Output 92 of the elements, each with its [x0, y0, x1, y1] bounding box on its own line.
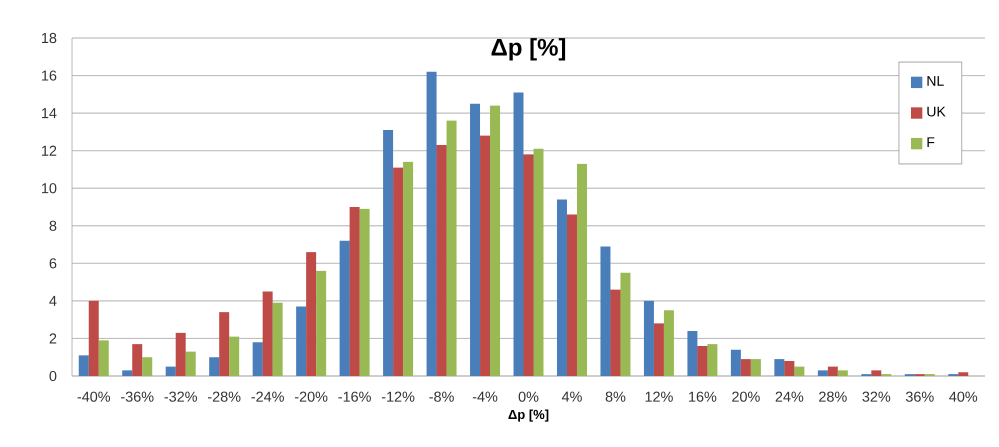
- legend-label: F: [927, 137, 934, 147]
- bar: [838, 370, 848, 376]
- x-tick-label: 28%: [819, 392, 847, 402]
- y-tick-label: 2: [50, 333, 56, 344]
- x-tick-label: -16%: [338, 392, 371, 402]
- bar: [436, 145, 447, 376]
- bar: [88, 300, 99, 376]
- bar: [262, 292, 273, 376]
- bar: [534, 148, 544, 376]
- bar: [556, 199, 567, 376]
- bar: [122, 370, 132, 376]
- bar: [340, 240, 350, 376]
- bar: [316, 270, 326, 376]
- y-tick-label: 16: [42, 70, 56, 81]
- bar: [490, 106, 500, 376]
- bar: [142, 357, 152, 376]
- bar: [446, 120, 457, 376]
- bar: [750, 359, 761, 376]
- bar: [229, 336, 240, 376]
- x-tick-label: 24%: [776, 392, 804, 402]
- y-tick-label: 6: [50, 258, 56, 268]
- bar: [219, 312, 230, 376]
- bar: [480, 136, 490, 376]
- bar: [186, 352, 196, 376]
- x-tick-label: -8%: [429, 392, 454, 402]
- y-tick-label: 18: [42, 32, 56, 44]
- x-tick-label: 8%: [606, 392, 626, 402]
- bar: [697, 346, 708, 376]
- bar: [566, 214, 577, 376]
- bar: [740, 359, 751, 376]
- bar: [470, 104, 480, 376]
- bar: [794, 366, 804, 376]
- bar: [871, 370, 882, 376]
- bar: [784, 360, 794, 376]
- bar: [272, 302, 283, 376]
- x-axis-title: Δp [%]: [508, 410, 548, 422]
- bar: [576, 164, 587, 376]
- bar: [426, 72, 437, 376]
- bar: [774, 359, 784, 376]
- bar: [166, 366, 176, 376]
- bar: [252, 342, 263, 376]
- bar: [958, 372, 968, 376]
- bar: [393, 168, 404, 376]
- x-tick-label: 16%: [689, 392, 716, 402]
- y-tick-label: 4: [49, 296, 57, 306]
- bar: [403, 162, 414, 376]
- y-tick-label: 0: [50, 370, 56, 382]
- y-tick-label: 14: [42, 108, 57, 118]
- bar: [176, 332, 186, 376]
- y-tick-label: 12: [42, 146, 56, 156]
- bar: [524, 154, 534, 376]
- x-tick-label: -32%: [164, 392, 197, 402]
- bar: [514, 92, 524, 376]
- bar: [98, 340, 109, 376]
- bar: [730, 350, 741, 376]
- x-tick-label: -24%: [251, 392, 284, 402]
- x-tick-label: 36%: [906, 392, 934, 402]
- x-tick-label: 32%: [862, 392, 890, 402]
- x-tick-label: 12%: [646, 392, 673, 402]
- x-tick-label: -40%: [78, 392, 110, 402]
- bar: [828, 366, 838, 376]
- x-tick-label: -4%: [472, 392, 498, 402]
- bar: [296, 306, 306, 376]
- y-tick-label: 10: [42, 183, 56, 194]
- bar: [209, 357, 220, 376]
- bar: [360, 208, 370, 376]
- x-tick-label: 20%: [732, 392, 760, 402]
- bar: [707, 344, 718, 376]
- bar: [620, 272, 630, 376]
- chart-title: Δp [%]: [492, 38, 566, 61]
- x-tick-label: 0%: [518, 392, 538, 402]
- bar: [78, 355, 89, 376]
- bar: [306, 252, 316, 376]
- bar: [610, 290, 620, 376]
- bar: [600, 246, 610, 376]
- bar: [350, 207, 360, 376]
- x-tick-label: -36%: [121, 392, 154, 402]
- y-tick-label: 8: [50, 220, 56, 231]
- legend-label: UK: [927, 106, 946, 116]
- legend-label: NL: [927, 76, 944, 86]
- bar: [818, 370, 828, 376]
- bar: [644, 300, 654, 376]
- x-tick-label: -20%: [294, 392, 328, 402]
- bar: [664, 310, 674, 376]
- bar: [383, 130, 394, 376]
- bar: [132, 344, 142, 376]
- x-tick-label: -28%: [208, 392, 240, 402]
- x-tick-label: 40%: [949, 392, 978, 402]
- bar: [687, 330, 698, 376]
- x-tick-label: 4%: [562, 392, 582, 402]
- bar: [654, 323, 664, 376]
- x-tick-label: -12%: [382, 392, 414, 402]
